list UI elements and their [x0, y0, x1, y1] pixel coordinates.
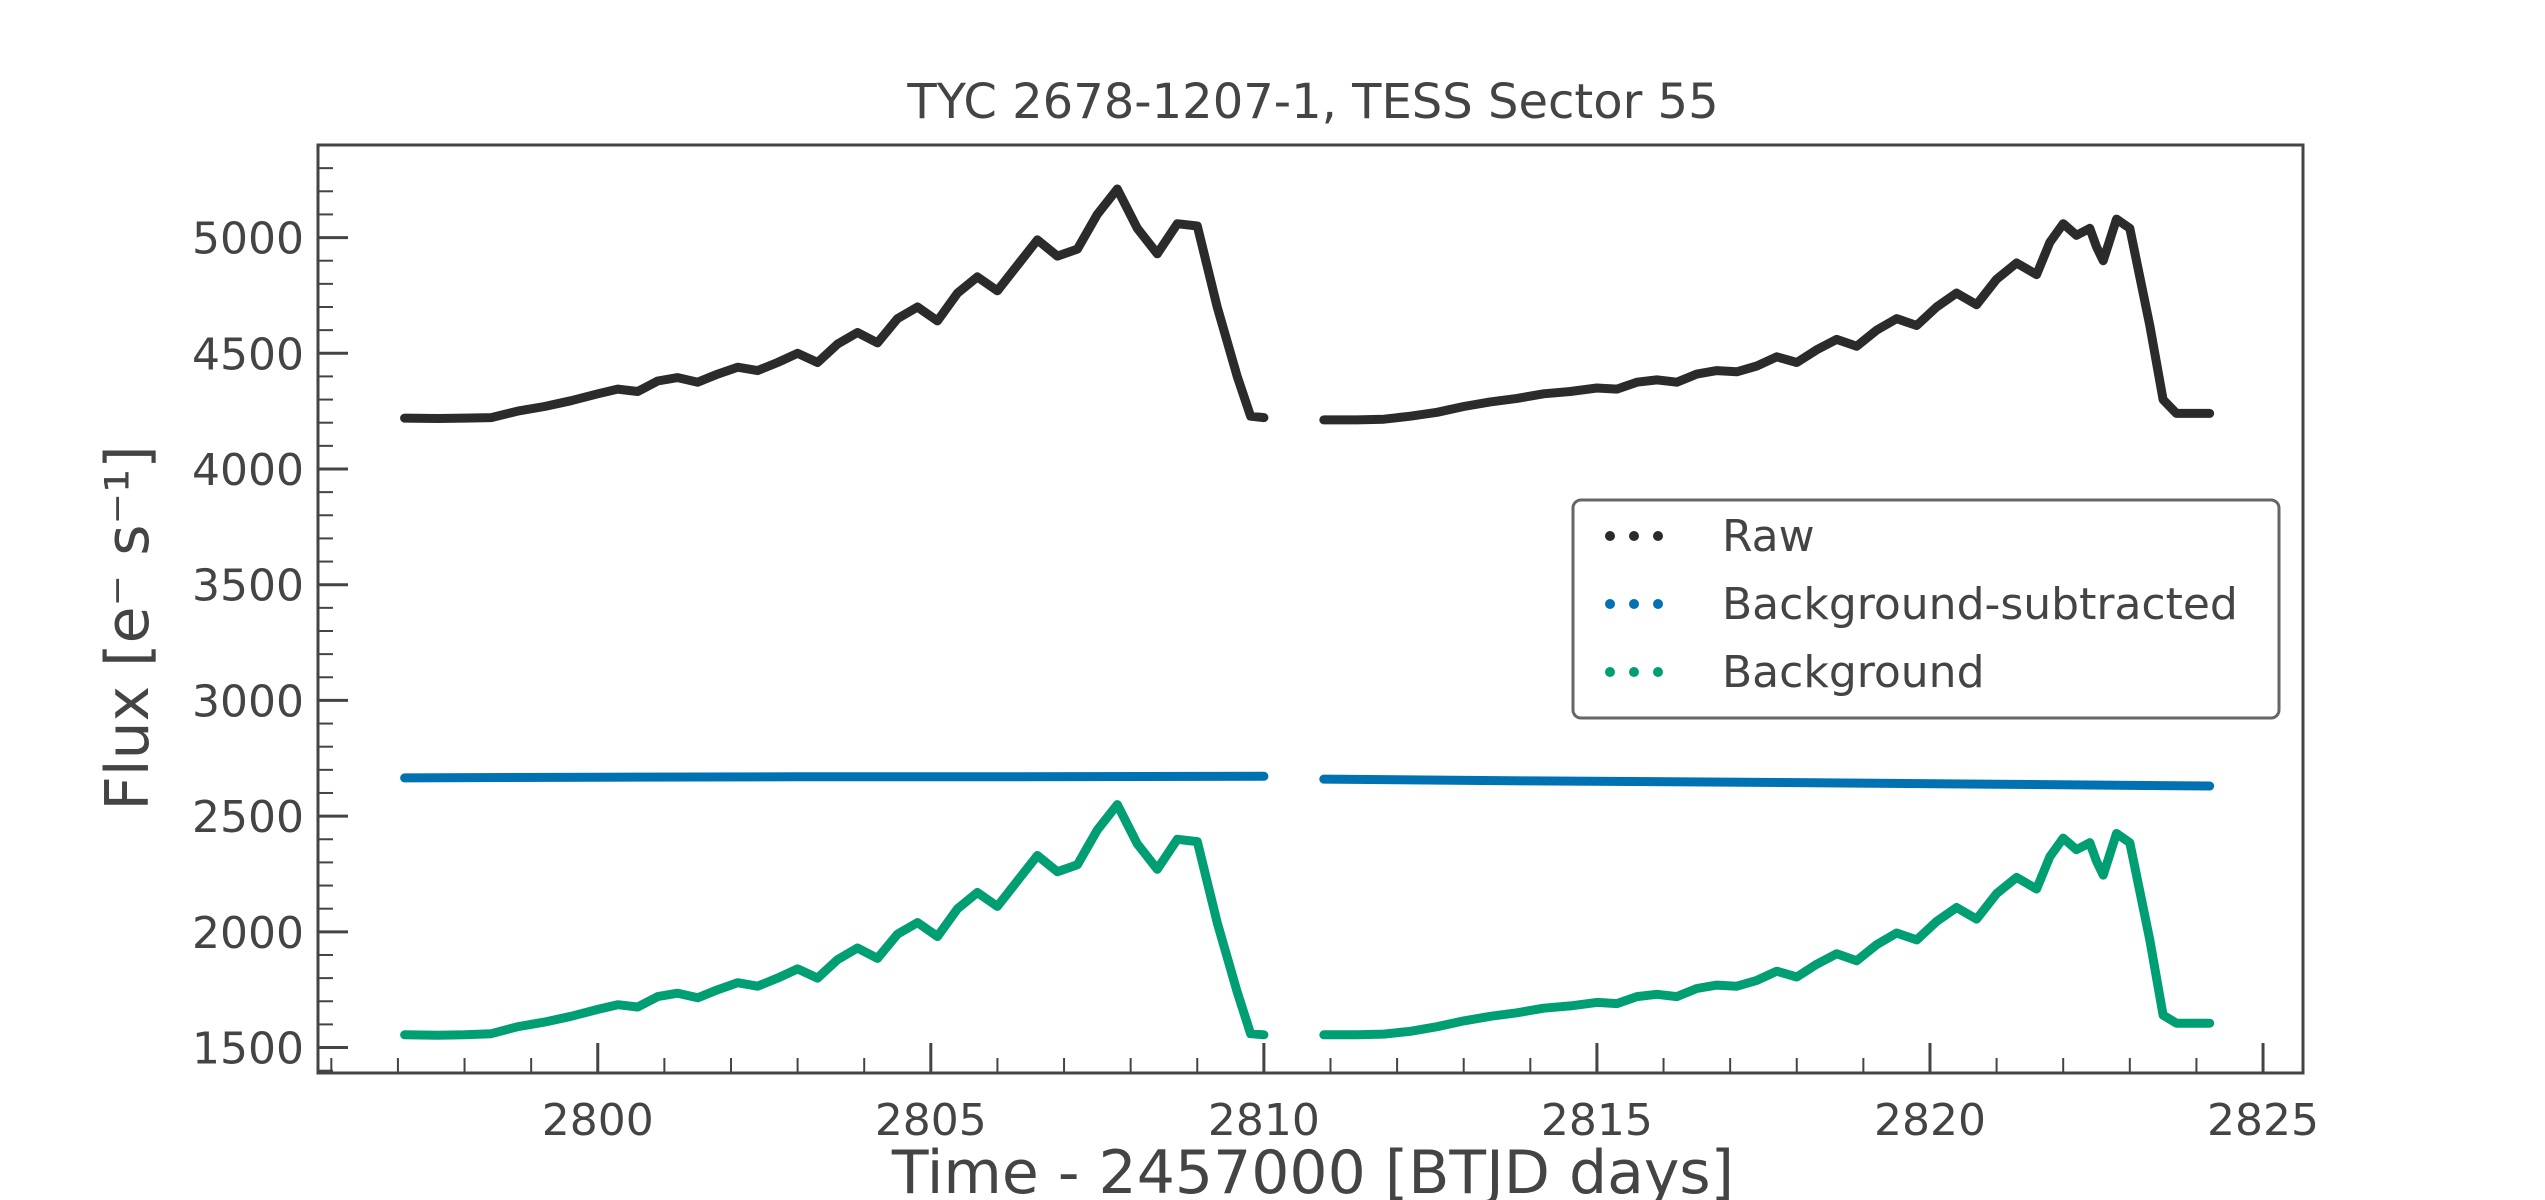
legend-marker: [1629, 599, 1639, 609]
legend-marker: [1653, 667, 1663, 677]
x-tick-label: 2805: [875, 1095, 987, 1146]
y-axis: 1500 2000 2500 3000 3500 4000 4500 5000: [192, 144, 348, 1075]
series-raw-segment-1: [400, 184, 1269, 423]
y-tick-label: 1500: [192, 1024, 304, 1075]
legend-item-background: Background: [1605, 647, 1985, 698]
x-tick-label: 2825: [2207, 1095, 2319, 1146]
x-tick-label: 2810: [1208, 1095, 1320, 1146]
legend-label: Background: [1722, 647, 1985, 698]
chart-title: TYC 2678-1207-1, TESS Sector 55: [906, 74, 1718, 130]
legend-items: Raw Background-subtracted Background: [1605, 511, 2238, 698]
legend-marker: [1653, 531, 1663, 541]
y-tick-label: 3000: [192, 676, 304, 727]
y-tick-label: 2000: [192, 908, 304, 959]
y-tick-label: 4500: [192, 329, 304, 380]
legend-label: Background-subtracted: [1722, 579, 2238, 630]
legend-label: Raw: [1722, 511, 1815, 562]
legend-marker: [1605, 667, 1615, 677]
series-layer: [400, 184, 2215, 1040]
legend-marker: [1605, 599, 1615, 609]
x-tick-label: 2820: [1874, 1095, 1986, 1146]
x-axis-label: Time - 2457000 [BTJD days]: [891, 1138, 1734, 1200]
series-background-subtracted-segment-2: [1319, 774, 2215, 791]
legend-marker: [1629, 667, 1639, 677]
legend-marker: [1629, 531, 1639, 541]
x-axis: 2800 2805 2810 2815 2820 2825: [330, 1043, 2319, 1146]
plot-frame: [316, 143, 2305, 1075]
x-tick-label: 2800: [542, 1095, 654, 1146]
y-tick-label: 2500: [192, 792, 304, 843]
legend-marker: [1653, 599, 1663, 609]
legend-marker: [1605, 531, 1615, 541]
legend-item-background-subtracted: Background-subtracted: [1605, 579, 2238, 630]
series-background-segment-1: [400, 800, 1269, 1040]
series-raw-segment-2: [1319, 214, 2215, 425]
legend: Raw Background-subtracted Background: [1571, 498, 2281, 720]
y-tick-label: 4000: [192, 445, 304, 496]
series-background-subtracted-segment-1: [400, 771, 1269, 783]
legend-box: [1571, 498, 2281, 720]
y-axis-label: Flux [e⁻ s⁻¹]: [93, 445, 163, 810]
legend-item-raw: Raw: [1605, 511, 1815, 562]
x-tick-label: 2815: [1541, 1095, 1653, 1146]
y-tick-label: 5000: [192, 214, 304, 265]
series-background-segment-2: [1319, 829, 2215, 1040]
y-tick-label: 3500: [192, 561, 304, 612]
